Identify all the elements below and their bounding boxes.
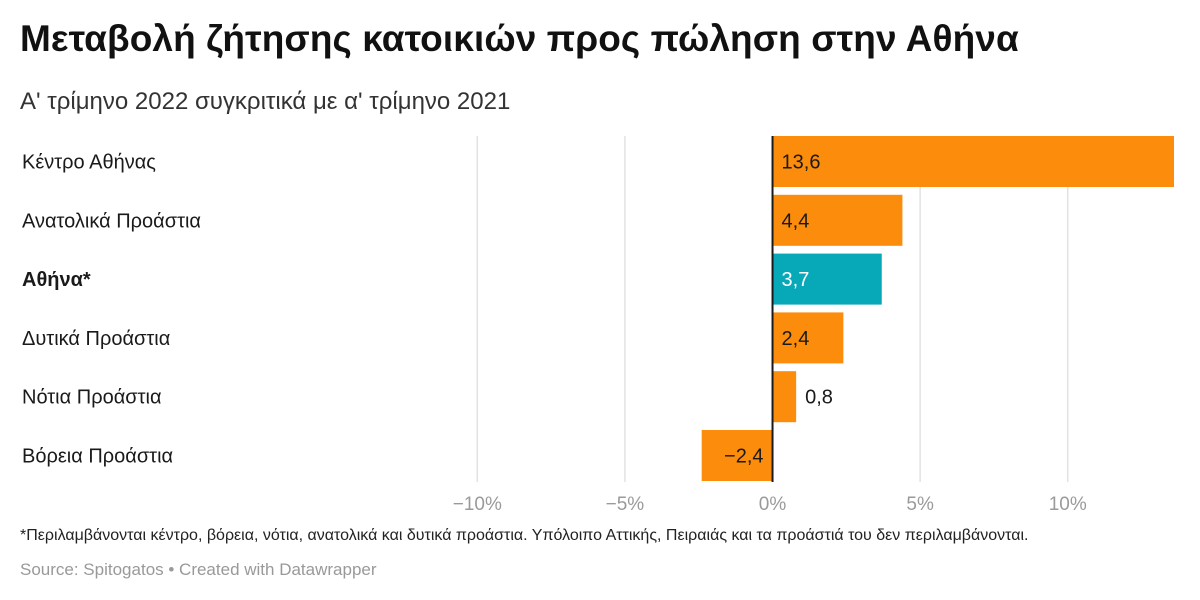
category-label: Νότια Προάστια	[22, 387, 162, 409]
bar	[701, 430, 773, 481]
bars	[701, 136, 1174, 481]
bar	[772, 136, 1174, 187]
footnote: *Περιλαμβάνονται κέντρο, βόρεια, νότια, …	[20, 527, 1029, 544]
x-tick-label: 5%	[906, 494, 934, 515]
category-label: Βόρεια Προάστια	[22, 446, 173, 468]
category-label: Κέντρο Αθήνας	[22, 152, 156, 174]
chart-subtitle: Α' τρίμηνο 2022 συγκριτικά με α' τρίμηνο…	[20, 88, 511, 115]
category-label: Αθήνα*	[22, 269, 91, 291]
x-tick-label: −5%	[606, 494, 645, 515]
bar	[772, 194, 903, 246]
chart-title: Μεταβολή ζήτησης κατοικιών προς πώληση σ…	[20, 18, 1019, 59]
category-label: Ανατολικά Προάστια	[22, 210, 201, 232]
category-label: Δυτικά Προάστια	[22, 328, 170, 350]
value-label: 3,7	[782, 269, 810, 291]
value-label: −2,4	[724, 446, 763, 468]
bar-chart: −10% −5% 0% 5% 10% Κέντρο Αθήνας 13,6 Ανατολικά…	[22, 136, 1174, 516]
x-tick-label: 0%	[759, 494, 787, 515]
labels: −10% −5% 0% 5% 10% Κέντρο Αθήνας 13,6 Ανατολικά…	[22, 152, 1087, 516]
source-credit: Source: Spitogatos • Created with Datawr…	[20, 560, 377, 579]
value-label: 0,8	[805, 387, 833, 409]
value-label: 13,6	[782, 152, 821, 174]
gridlines	[476, 136, 1069, 482]
x-tick-label: −10%	[453, 494, 502, 515]
value-label: 2,4	[782, 328, 810, 350]
bar	[772, 312, 844, 364]
bar	[772, 253, 882, 305]
x-tick-label: 10%	[1049, 494, 1087, 515]
value-label: 4,4	[782, 210, 810, 232]
bar	[772, 371, 797, 423]
